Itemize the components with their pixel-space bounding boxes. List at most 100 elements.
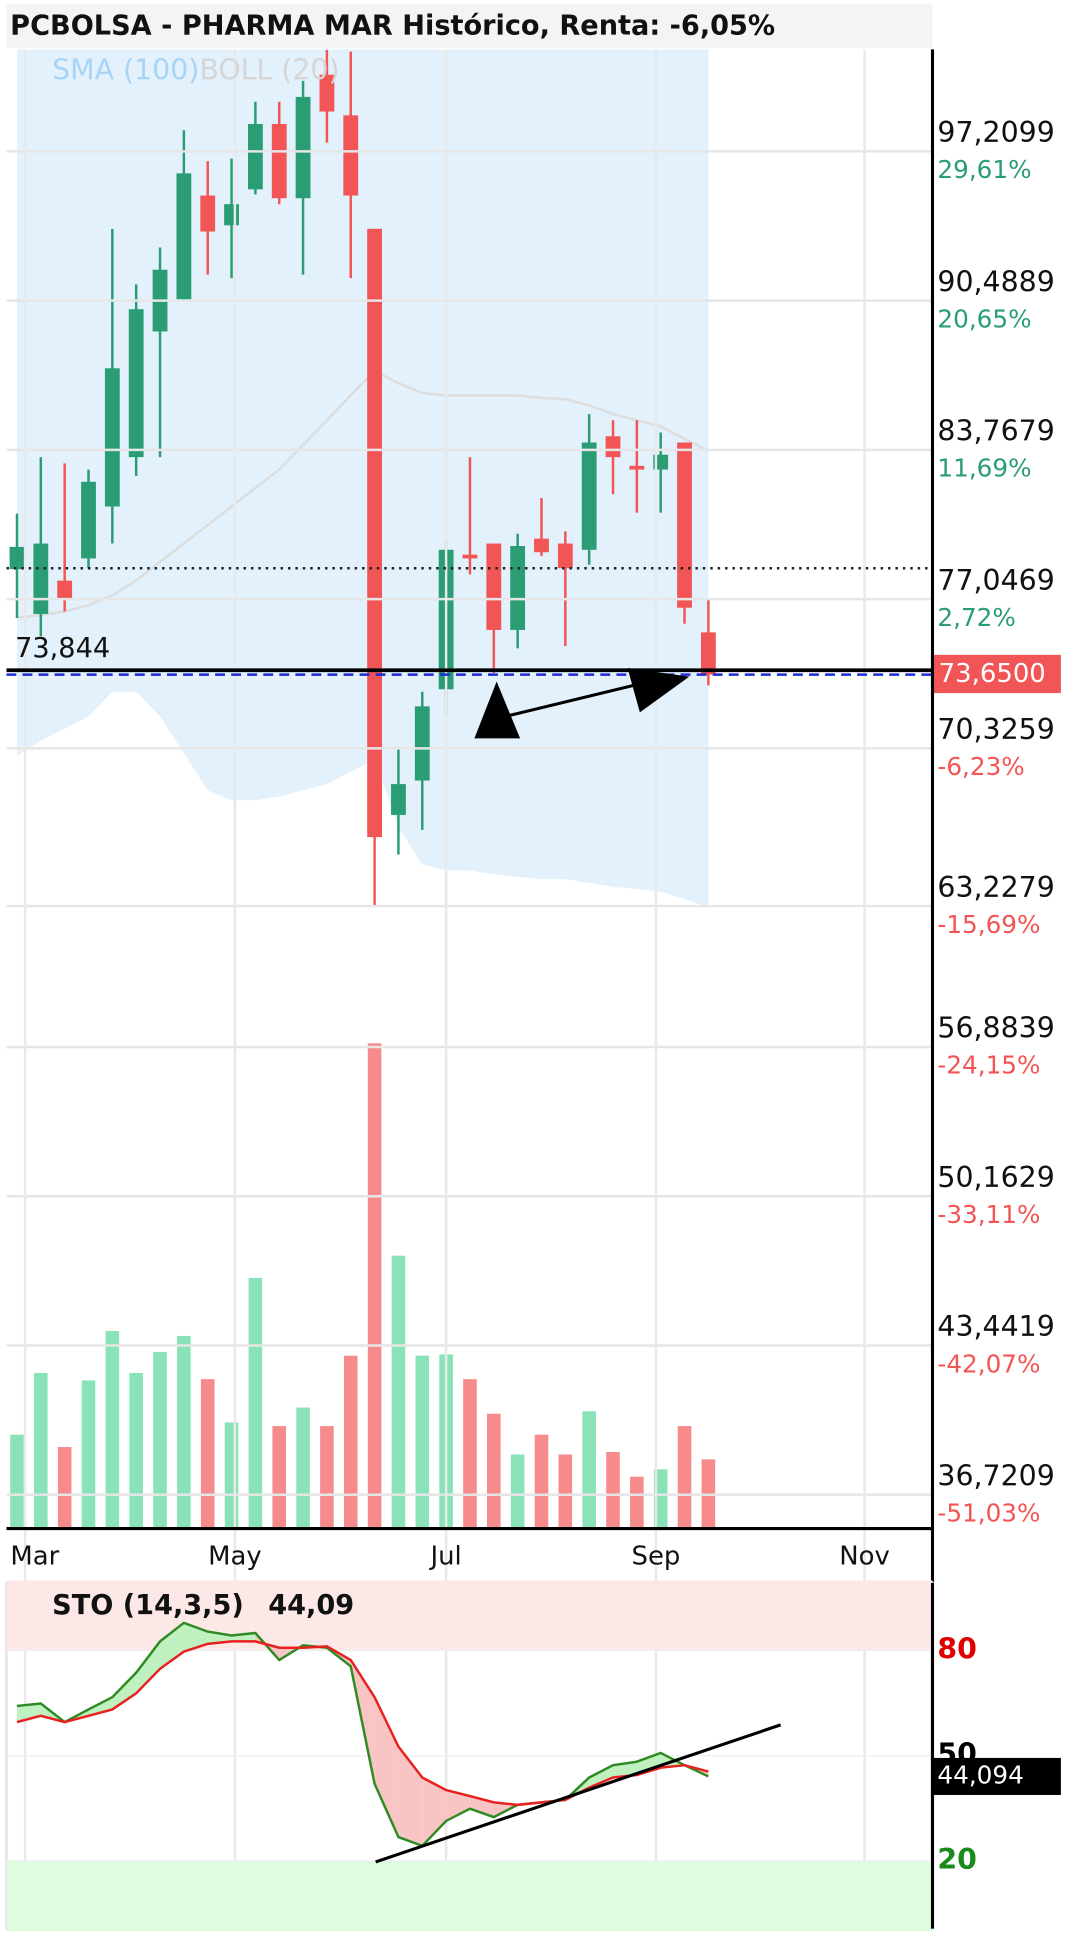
volume-bar [34,1372,48,1529]
x-axis-labels: Mar May Jul Sep Nov [10,1541,889,1571]
volume-bar [200,1379,215,1529]
y-tick-label: 70,3259 [937,713,1054,746]
volume-bar [296,1407,310,1529]
volume-bar [415,1355,430,1529]
stoch-trendline [375,1723,782,1864]
x-tick-label: Jul [428,1541,461,1571]
volume-bar [81,1380,96,1529]
volume-bar [653,1469,668,1529]
y-tick-percent: -6,23% [937,752,1024,781]
y-tick-label: 90,4889 [937,265,1054,298]
candle-body [414,706,430,781]
price-plot [9,49,716,1529]
candle-body [391,784,406,815]
volume-bar [558,1454,573,1529]
volume-bar [224,1422,239,1529]
volume-bar [343,1355,358,1529]
y-tick-percent: -42,07% [937,1349,1040,1378]
volume-bar [391,1255,406,1529]
candle-body [462,554,478,559]
y-tick-label: 63,2279 [937,871,1054,904]
candle-body [295,96,311,199]
stoch-last-label: 44,094 [937,1760,1023,1789]
stoch-fill [446,1790,470,1821]
candle-body [510,545,526,630]
candle-body [486,543,502,630]
stoch-title: STO (14,3,5) [52,1590,244,1621]
candle-body [9,546,25,570]
y-tick-percent: 20,65% [937,304,1031,333]
stoch-fill [374,1697,399,1838]
candle-body [581,442,597,550]
x-tick-label: Sep [632,1541,681,1571]
stoch-tick-label: 20 [937,1843,977,1876]
volume-bar [129,1372,143,1529]
y-tick-percent: -15,69% [937,910,1040,939]
y-tick-percent: -33,11% [937,1200,1040,1229]
volume-bar [10,1434,24,1529]
candle-body [629,465,645,470]
candle-body [81,481,96,559]
volume-bar [105,1331,120,1529]
volume-bar [272,1426,287,1529]
volume-bar [153,1351,167,1529]
y-tick-label: 97,2099 [937,116,1054,149]
stoch-line [16,1640,709,1807]
legend-entry: SMA (100) [52,54,199,87]
stoch-last-box [932,1757,1061,1795]
stoch-fill [422,1777,447,1846]
y-tick-label: 77,0469 [937,564,1054,597]
volume-bar [367,1043,382,1529]
candle-body [176,173,192,300]
candle-body [367,228,383,838]
candle-body [247,124,263,190]
stoch-tick-label: 80 [937,1633,977,1666]
level-label: 73,844 [15,633,110,664]
y-tick-percent: 29,61% [937,155,1031,184]
candle-body [57,580,73,600]
x-tick-label: Nov [839,1541,890,1571]
candle-body [557,543,573,569]
title-bar [6,3,933,49]
stoch-fill [589,1765,614,1788]
annotation-triangle [474,681,521,739]
volume-bar [248,1277,263,1529]
y-tick-percent: 2,72% [937,603,1015,632]
volume-bar [487,1413,501,1529]
candle-body [319,74,335,112]
candle-body [104,368,120,507]
volume-bar [582,1411,596,1529]
chart-title: PCBOLSA - PHARMA MAR Histórico, Renta: -… [10,11,775,42]
volume-bar [606,1452,620,1529]
stoch-header-value: 44,09 [268,1590,354,1621]
y-tick-label: 83,7679 [937,415,1054,448]
candle-body [128,309,144,458]
stoch-fill [160,1622,184,1669]
candle-body [271,124,287,199]
stoch-fill [112,1672,137,1710]
stoch-zone [6,1580,933,1651]
annotation-arrowhead [627,667,690,713]
y-tick-percent: -51,03% [937,1499,1040,1528]
y-tick-percent: 11,69% [937,454,1031,483]
candle-body [343,115,359,196]
candle-body [200,195,216,232]
candle-body [677,442,692,608]
bollinger-mid [16,369,709,619]
volume-bar [510,1454,525,1529]
candle-body [605,436,621,458]
x-tick-label: May [208,1541,262,1571]
y-tick-percent: -24,15% [937,1051,1040,1080]
candle-body [224,204,239,226]
y-tick-label: 56,8839 [937,1012,1054,1045]
stoch-line [16,1621,709,1848]
volume-bar [630,1476,644,1529]
legend-entry: BOLL (20) [199,54,339,87]
x-tick-label: Mar [10,1541,59,1571]
volume-bar [463,1379,477,1529]
volume-bar [677,1426,692,1529]
candle-body [534,538,549,553]
y-tick-label: 36,7209 [937,1459,1054,1492]
